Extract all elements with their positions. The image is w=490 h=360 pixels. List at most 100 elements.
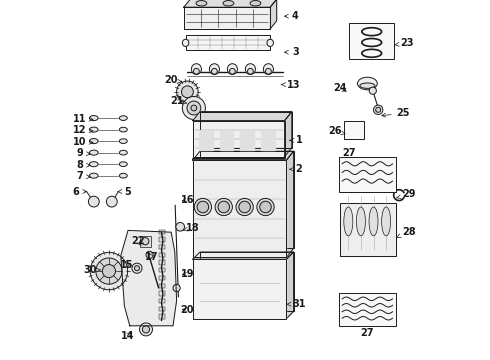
Circle shape xyxy=(373,105,383,114)
Text: 26: 26 xyxy=(328,126,345,136)
Ellipse shape xyxy=(192,64,201,75)
Text: 27: 27 xyxy=(361,328,374,338)
Bar xyxy=(159,284,165,288)
Circle shape xyxy=(266,68,271,74)
Text: 22: 22 xyxy=(131,236,145,246)
Circle shape xyxy=(146,251,153,258)
Circle shape xyxy=(194,198,212,216)
Bar xyxy=(341,203,396,256)
Text: 2: 2 xyxy=(290,164,302,174)
Circle shape xyxy=(88,196,99,207)
Circle shape xyxy=(176,222,185,231)
Polygon shape xyxy=(200,252,294,311)
Polygon shape xyxy=(193,160,286,257)
Text: 17: 17 xyxy=(145,252,158,262)
Ellipse shape xyxy=(250,1,261,6)
Ellipse shape xyxy=(267,39,273,46)
Circle shape xyxy=(106,196,117,207)
Bar xyxy=(159,245,165,249)
Polygon shape xyxy=(121,230,176,326)
Ellipse shape xyxy=(209,64,220,75)
Circle shape xyxy=(212,68,217,74)
Circle shape xyxy=(102,265,116,278)
Bar xyxy=(193,160,286,257)
Text: 3: 3 xyxy=(285,47,299,57)
Text: 13: 13 xyxy=(281,80,300,90)
Ellipse shape xyxy=(223,1,234,6)
Bar xyxy=(159,276,165,280)
Bar xyxy=(140,236,151,247)
Bar xyxy=(159,299,165,303)
Ellipse shape xyxy=(344,207,353,236)
Ellipse shape xyxy=(90,162,98,167)
Circle shape xyxy=(229,68,235,74)
Ellipse shape xyxy=(120,116,127,120)
Polygon shape xyxy=(285,112,292,157)
Ellipse shape xyxy=(382,207,391,236)
Circle shape xyxy=(132,263,142,273)
Circle shape xyxy=(142,238,149,245)
Text: 29: 29 xyxy=(396,189,416,199)
Polygon shape xyxy=(184,7,270,29)
Polygon shape xyxy=(261,130,274,150)
Ellipse shape xyxy=(120,127,127,132)
Polygon shape xyxy=(270,0,277,29)
Text: 27: 27 xyxy=(343,148,356,158)
Circle shape xyxy=(187,101,201,115)
Circle shape xyxy=(260,201,271,213)
Circle shape xyxy=(191,105,197,111)
Ellipse shape xyxy=(120,150,127,155)
Polygon shape xyxy=(199,130,213,150)
Ellipse shape xyxy=(227,64,238,75)
Bar xyxy=(193,259,286,319)
Bar xyxy=(159,253,165,257)
Polygon shape xyxy=(193,151,294,160)
Circle shape xyxy=(369,87,376,94)
Circle shape xyxy=(218,201,229,213)
Polygon shape xyxy=(220,130,233,150)
Polygon shape xyxy=(286,252,294,319)
Polygon shape xyxy=(193,259,286,319)
Polygon shape xyxy=(184,0,277,7)
Ellipse shape xyxy=(245,64,255,75)
Bar xyxy=(193,121,285,157)
Bar xyxy=(159,291,165,296)
Text: 5: 5 xyxy=(118,186,131,197)
Polygon shape xyxy=(186,35,270,50)
Ellipse shape xyxy=(360,83,375,88)
Ellipse shape xyxy=(196,1,207,6)
Circle shape xyxy=(215,198,232,216)
Bar xyxy=(199,130,213,150)
Bar xyxy=(186,35,270,50)
Text: 19: 19 xyxy=(181,269,194,279)
Ellipse shape xyxy=(356,207,366,236)
Circle shape xyxy=(181,86,194,98)
Circle shape xyxy=(96,258,122,284)
Text: 4: 4 xyxy=(285,11,299,21)
Circle shape xyxy=(194,68,199,74)
Text: 8: 8 xyxy=(76,160,90,170)
Polygon shape xyxy=(200,151,294,248)
Polygon shape xyxy=(200,112,292,148)
Polygon shape xyxy=(286,151,294,257)
Polygon shape xyxy=(341,203,396,256)
Circle shape xyxy=(90,252,127,290)
Text: 23: 23 xyxy=(394,38,414,48)
Bar xyxy=(159,268,165,273)
Text: 9: 9 xyxy=(76,148,90,158)
Text: 14: 14 xyxy=(121,330,134,341)
Circle shape xyxy=(247,68,253,74)
Circle shape xyxy=(197,201,209,213)
Text: 20: 20 xyxy=(181,305,194,315)
Bar xyxy=(159,260,165,265)
Circle shape xyxy=(173,284,180,292)
Polygon shape xyxy=(240,130,254,150)
Text: 20: 20 xyxy=(165,75,181,85)
Ellipse shape xyxy=(120,174,127,178)
Ellipse shape xyxy=(90,139,98,144)
Text: 28: 28 xyxy=(396,227,416,238)
Text: 6: 6 xyxy=(73,186,87,197)
Bar xyxy=(339,157,396,192)
Ellipse shape xyxy=(263,64,273,75)
Bar xyxy=(159,230,165,234)
